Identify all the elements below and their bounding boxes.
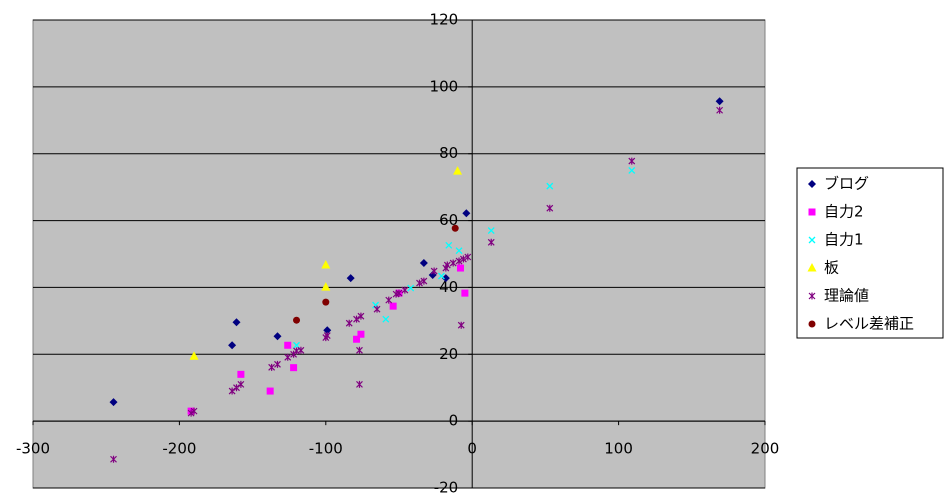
- point: [716, 106, 724, 114]
- legend-box: [796, 167, 944, 339]
- point: [457, 321, 465, 329]
- point: [430, 267, 438, 275]
- point: [297, 346, 305, 354]
- point: [323, 332, 331, 340]
- point: [407, 284, 415, 292]
- point: [420, 277, 428, 285]
- point: [284, 341, 292, 349]
- point: [233, 384, 240, 392]
- point: [628, 157, 636, 165]
- points: [109, 97, 724, 463]
- legend-marker: [808, 208, 816, 216]
- point: [385, 296, 393, 304]
- point: [373, 305, 381, 313]
- point: [110, 455, 117, 463]
- point: [443, 261, 451, 269]
- point: [189, 351, 199, 360]
- point: [401, 286, 409, 294]
- y-tick-label: 100: [430, 77, 459, 95]
- point: [345, 319, 353, 327]
- point: [357, 312, 365, 320]
- point: [395, 289, 403, 297]
- point: [228, 387, 236, 395]
- point: [437, 272, 445, 280]
- y-tick-label: 120: [430, 11, 459, 29]
- legend-marker: [807, 263, 817, 272]
- legend-label: 自力2: [824, 203, 864, 221]
- legend-marker: [808, 292, 816, 300]
- y-tick-label: -20: [434, 479, 459, 497]
- legend-label: 理論値: [824, 287, 869, 305]
- point: [449, 259, 457, 267]
- point: [382, 315, 390, 323]
- y-tick-label: 60: [439, 211, 458, 229]
- point: [266, 387, 274, 395]
- legend-label: レベル差補正: [824, 315, 914, 333]
- legend-label: 自力1: [824, 231, 864, 249]
- point: [268, 363, 276, 371]
- point: [628, 166, 636, 174]
- point: [353, 335, 361, 343]
- point: [237, 370, 245, 378]
- legend-marker: [808, 180, 816, 188]
- x-tick-label: -200: [162, 440, 196, 458]
- point: [453, 166, 463, 175]
- y-tick-label: 40: [439, 278, 458, 296]
- point: [273, 332, 282, 341]
- point: [461, 289, 469, 297]
- x-tick-label: 100: [604, 440, 633, 458]
- point: [715, 97, 724, 106]
- point: [455, 247, 463, 255]
- point: [274, 360, 281, 368]
- point: [487, 227, 495, 235]
- point: [322, 298, 330, 306]
- point: [356, 380, 363, 388]
- point: [109, 398, 118, 407]
- point: [451, 224, 459, 232]
- point: [459, 255, 467, 263]
- point: [419, 259, 428, 268]
- plot-area: [32, 19, 766, 489]
- legend-marker: [808, 320, 816, 328]
- point: [456, 264, 464, 272]
- point: [546, 182, 554, 190]
- point: [346, 274, 355, 283]
- point: [187, 409, 195, 417]
- legend-label: ブログ: [824, 175, 869, 193]
- x-tick-label: -100: [309, 440, 343, 458]
- point: [321, 260, 331, 269]
- point: [416, 279, 423, 287]
- point: [357, 330, 365, 338]
- point: [356, 346, 363, 354]
- point: [228, 341, 237, 350]
- legend-marker: [808, 236, 816, 244]
- point: [487, 238, 495, 246]
- point: [284, 353, 292, 361]
- legend-label: 板: [824, 259, 839, 277]
- point: [293, 316, 301, 324]
- point: [546, 204, 554, 212]
- point: [321, 282, 331, 291]
- y-tick-label: 20: [439, 345, 458, 363]
- y-tick-label: 80: [439, 144, 458, 162]
- point: [455, 257, 463, 265]
- point: [190, 407, 198, 415]
- point: [389, 302, 397, 310]
- point: [464, 253, 472, 261]
- point: [441, 274, 450, 283]
- x-tick-label: -300: [16, 440, 50, 458]
- point: [290, 364, 298, 372]
- x-tick-label: 200: [751, 440, 780, 458]
- point: [353, 315, 360, 323]
- point: [232, 318, 241, 327]
- point: [445, 241, 453, 249]
- point: [462, 209, 471, 218]
- point: [237, 380, 245, 388]
- point: [323, 326, 332, 335]
